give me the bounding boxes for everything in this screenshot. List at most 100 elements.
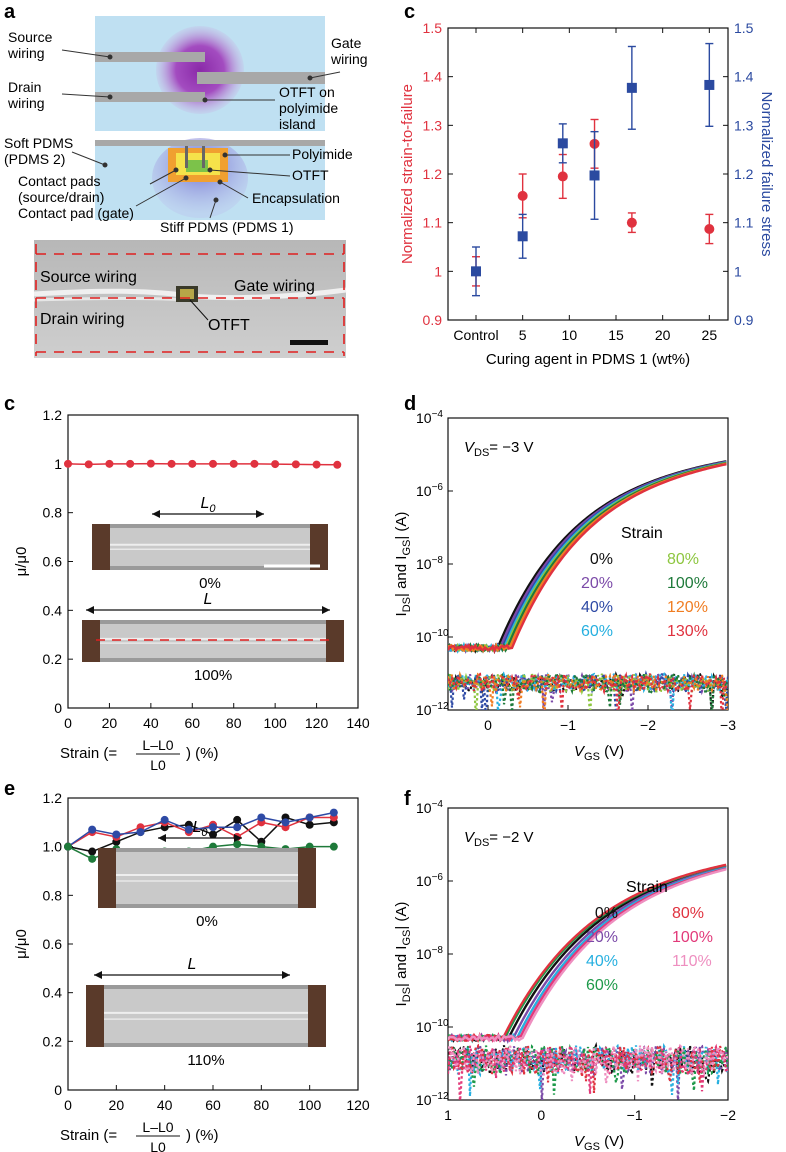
x-tick-label-b: 10 (562, 327, 578, 343)
x-tick-label-e: 80 (254, 1097, 270, 1113)
photo-e-bottom-arrowhead-left (94, 971, 102, 979)
panel-label-d: d (404, 393, 416, 415)
y-axis-label-f: IDS| and IGS| (A) (393, 902, 413, 1007)
x-tick-label-c: 80 (226, 715, 242, 731)
gate-current-d-100% (448, 671, 728, 710)
photo-e-top-arrowhead-left (158, 834, 166, 842)
data-point-e-green (233, 840, 242, 849)
series-line-e-blue (67, 811, 334, 848)
data-point-c (188, 459, 197, 468)
photo-c-top-caption: 0% (199, 575, 221, 592)
data-point-c (291, 460, 300, 469)
label-contact-pads-2: (source/drain) (18, 189, 104, 205)
data-point-e-blue (184, 825, 193, 834)
scale-bar (290, 340, 328, 345)
x-axis-label-e: Strain (= (60, 1127, 117, 1144)
photo-e-bottom-clamp-right (308, 985, 326, 1047)
x-tick-label-b: 5 (519, 327, 527, 343)
legend-item-f: 60% (586, 977, 618, 994)
data-point-e-blue (281, 818, 290, 827)
data-point-strain-b (704, 223, 715, 234)
y-tick-label-f: 10−6 (416, 872, 443, 889)
panel-label-b: c (404, 1, 415, 23)
gate-current-d-120% (448, 670, 728, 710)
photo-e-top-inner (104, 852, 310, 904)
x-axis-label-b: Curing agent in PDMS 1 (wt%) (486, 351, 690, 368)
x-tick-label-c: 100 (263, 715, 287, 731)
y-tick-label-right-b: 1.2 (734, 166, 754, 182)
x-axis-label-f: VGS (V) (574, 1133, 624, 1152)
photo-c-top-inner (98, 528, 322, 566)
x-tick-label-e: 20 (109, 1097, 125, 1113)
photo-c-bottom-inner (88, 624, 338, 658)
legend-item-f: 80% (672, 905, 704, 922)
y-tick-label-left-b: 0.9 (423, 312, 443, 328)
legend-item-d: 0% (590, 551, 613, 568)
y-tick-label-c: 0.8 (43, 505, 63, 521)
x-tick-label-b: 20 (655, 327, 671, 343)
photo-e-top-clamp-left (98, 848, 116, 908)
legend-item-d: 60% (581, 623, 613, 640)
panel-label-a: a (4, 1, 16, 23)
data-point-e-blue (233, 823, 242, 832)
photo-c-bottom-arrowhead-left (86, 606, 94, 614)
x-tick-label-c: 120 (305, 715, 329, 731)
drain-current-d-130% (448, 463, 727, 655)
gate-current-d-20% (448, 670, 728, 710)
label-drain-wiring-2: wiring (7, 95, 45, 111)
y-tick-label-c: 0 (54, 700, 62, 716)
gate-current-d-80% (448, 672, 728, 710)
x-tick-label-b: Control (453, 327, 498, 343)
photo-c-top-clamp-right (310, 524, 328, 570)
panel-label-e: e (4, 778, 15, 800)
y-tick-label-f: 10−8 (416, 945, 443, 962)
label-encapsulation: Encapsulation (252, 190, 340, 206)
x-tick-label-f: −2 (720, 1107, 736, 1123)
photo-c-top-arrowhead-right (256, 510, 264, 518)
data-point-c (271, 460, 280, 469)
legend-item-f: 0% (595, 905, 618, 922)
data-point-c (64, 459, 72, 468)
data-point-c (209, 459, 217, 468)
y-tick-label-c: 1 (54, 456, 62, 472)
y-tick-label-right-b: 0.9 (734, 312, 754, 328)
legend-item-f: 40% (586, 953, 618, 970)
data-point-c (126, 459, 135, 468)
x-tick-label-c: 140 (346, 715, 370, 731)
photo-label-drain-wiring: Drain wiring (40, 311, 124, 328)
curves-d (448, 460, 728, 710)
gate-wiring-bar (197, 72, 325, 84)
y-tick-label-right-b: 1.5 (734, 20, 754, 36)
y-tick-label-left-b: 1.4 (423, 69, 443, 85)
y-tick-label-e: 1.2 (43, 790, 63, 806)
legend-item-d: 20% (581, 575, 613, 592)
photo-c-bottom-arrowhead-right (322, 606, 330, 614)
x-tick-label-f: −1 (627, 1107, 643, 1123)
label-otft-on-3: island (279, 116, 316, 132)
gate-current-f-110% (448, 1042, 728, 1084)
chart-d: 0 −1 −2 −3 10−12 10−10 10−8 10−6 10−4 VGS (V) IDS|… (393, 409, 736, 763)
y-tick-label-d: 10−12 (416, 701, 449, 718)
x-tick-label-e: 120 (346, 1097, 370, 1113)
chart-b: Control 5 10 15 20 25 0.9 0.9 1 1 1.1 1.1 1.2 1.2 1.3 1… (399, 20, 775, 368)
data-point-stress-b (589, 170, 600, 181)
data-point-c (146, 459, 155, 468)
photo-label-otft: OTFT (208, 317, 250, 334)
y-tick-label-d: 10−8 (416, 555, 443, 572)
y-tick-label-e: 0.8 (43, 887, 63, 903)
data-point-e-blue (209, 823, 217, 832)
legend-item-d: 100% (667, 575, 708, 592)
gate-current-f-100% (448, 1041, 728, 1100)
data-point-e-green (64, 842, 72, 851)
data-point-c (105, 459, 114, 468)
y-tick-label-left-b: 1.2 (423, 166, 443, 182)
plot-frame-b (447, 27, 729, 321)
y-tick-label-e: 0.2 (43, 1033, 63, 1049)
curves-f (448, 863, 728, 1100)
y-tick-label-left-b: 1.1 (423, 215, 443, 231)
data-point-stress-b (626, 82, 637, 93)
legend-item-d: 40% (581, 599, 613, 616)
x-tick-label-c: 60 (184, 715, 200, 731)
data-point-c (250, 459, 259, 468)
gate-current-d-130% (448, 670, 728, 710)
